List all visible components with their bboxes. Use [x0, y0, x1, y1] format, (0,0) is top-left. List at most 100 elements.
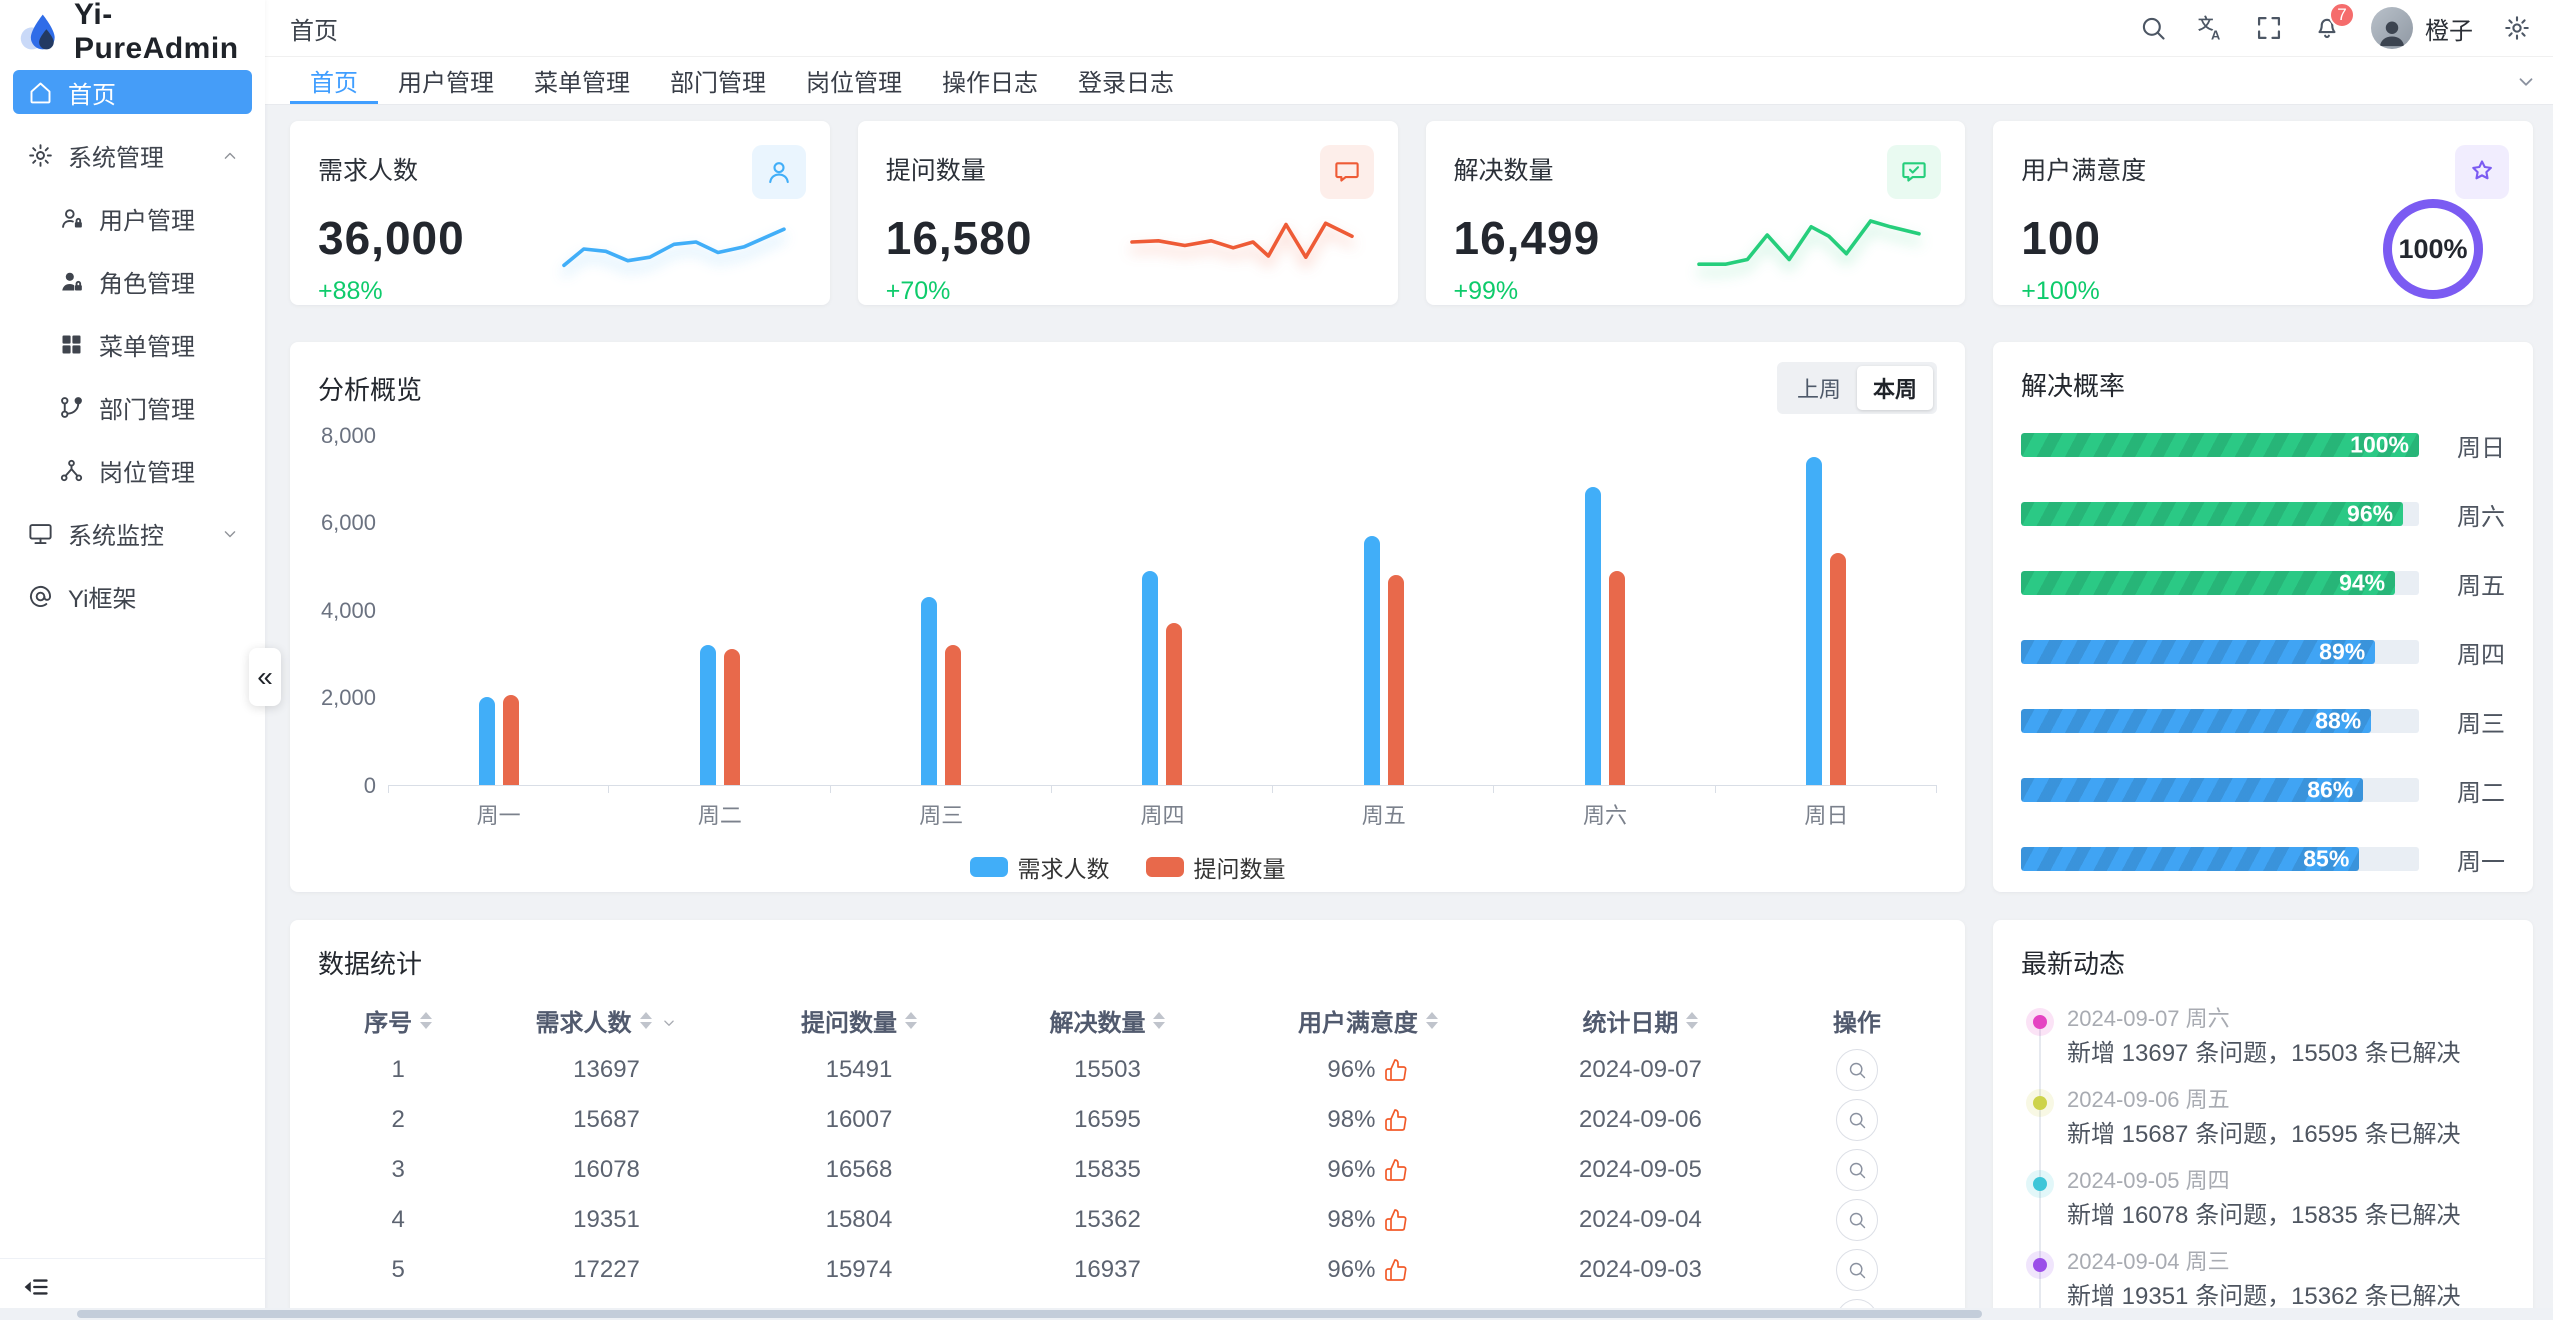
- menu-fold-icon[interactable]: [22, 1273, 50, 1301]
- tab-4[interactable]: 岗位管理: [806, 70, 902, 97]
- sidebar-item-label: 用户管理: [99, 207, 195, 235]
- sort-carets-icon[interactable]: [420, 1011, 433, 1029]
- satisfaction-value: 98%: [1327, 1206, 1376, 1233]
- progress-day-label: 周六: [2457, 503, 2505, 531]
- toggle-this-week[interactable]: 本周: [1856, 366, 1933, 410]
- progress-fill: 89%: [2021, 640, 2376, 664]
- tab-2[interactable]: 菜单管理: [534, 70, 630, 97]
- sidebar-item-monitor[interactable]: 系统监控: [13, 511, 252, 555]
- y-tick-label: 0: [363, 773, 376, 798]
- cell-require: 15687: [573, 1106, 640, 1133]
- stat-card-title: 解决数量: [1453, 157, 1554, 185]
- cell-question: 16568: [825, 1156, 893, 1183]
- tab-6[interactable]: 登录日志: [1078, 70, 1174, 97]
- tab-5[interactable]: 操作日志: [942, 70, 1038, 97]
- row-view-button[interactable]: [1835, 1149, 1878, 1191]
- row-view-button[interactable]: [1835, 1099, 1878, 1141]
- sidebar-collapse-button[interactable]: «: [249, 648, 281, 706]
- header-label: 统计日期: [1582, 1009, 1679, 1037]
- table-header-1[interactable]: 需求人数: [478, 1003, 734, 1038]
- magnifier-icon: [1847, 1160, 1867, 1180]
- cell-satisfaction: 96%: [1232, 1056, 1505, 1084]
- table-header-row: 序号 需求人数 提问数量 解决数量 用户满意度 统计日期 操作: [318, 995, 1937, 1045]
- horizontal-scrollbar-thumb[interactable]: [77, 1310, 1982, 1318]
- double-arrow-left-icon: «: [257, 661, 273, 692]
- timeline-item: 2024-09-05 周四 新增 16078 条问题，15835 条已解决: [2033, 1169, 2505, 1231]
- svg-text:A: A: [2211, 28, 2220, 42]
- solve-bars: 100% 周日 96% 周六 94% 周五: [2021, 433, 2505, 876]
- y-tick-label: 2,000: [320, 685, 376, 710]
- cell-resolve: 16595: [1074, 1106, 1141, 1133]
- sidebar-menu: 首页 系统管理 用户管理 角色管理 菜单管理 部门管理 岗位管理 系统监控 Yi…: [0, 64, 265, 618]
- table-header-5[interactable]: 统计日期: [1504, 1003, 1777, 1038]
- sidebar-item-menu[interactable]: 菜单管理: [13, 322, 252, 366]
- table-header-4[interactable]: 用户满意度: [1232, 1003, 1505, 1038]
- stat-cards-row: 需求人数 36,000 +88% 提问数量 16,580 +70% 解决数量 1…: [290, 121, 2533, 305]
- toggle-last-week[interactable]: 上周: [1796, 377, 1841, 402]
- progress-track: 89%: [2021, 640, 2419, 664]
- bell-icon[interactable]: 7: [2313, 2, 2355, 42]
- cell-resolve: 15835: [1074, 1156, 1141, 1183]
- cell-require: 17227: [573, 1256, 640, 1283]
- data-table-card: 数据统计 序号 需求人数 提问数量 解决数量 用户满意度 统计日期 操作 1 13697 1…: [290, 920, 1965, 1320]
- table-header-2[interactable]: 提问数量: [735, 1003, 983, 1038]
- legend-swatch: [969, 857, 1008, 877]
- search-icon[interactable]: [2139, 14, 2167, 42]
- timeline-text: 新增 19351 条问题，15362 条已解决: [2067, 1283, 2461, 1310]
- gear-icon[interactable]: [2503, 14, 2531, 42]
- row-view-button[interactable]: [1835, 1249, 1878, 1291]
- bar-提问数量-周二: [723, 649, 740, 785]
- sort-carets-icon[interactable]: [1153, 1011, 1166, 1029]
- legend-item[interactable]: 需求人数: [969, 850, 1110, 884]
- department-icon: [58, 394, 85, 421]
- sidebar-item-role[interactable]: 角色管理: [13, 259, 252, 303]
- tab-0[interactable]: 首页: [290, 57, 378, 104]
- chart-head: 分析概览 上周 本周: [318, 362, 1937, 414]
- bar-需求人数-周二: [699, 645, 716, 785]
- sort-carets-icon[interactable]: [1686, 1011, 1699, 1029]
- table-header-6: 操作: [1777, 1003, 1937, 1038]
- thumb-up-icon: [1384, 1058, 1408, 1082]
- progress-percent: 94%: [2339, 571, 2386, 595]
- chevron-down-icon[interactable]: [2515, 71, 2537, 93]
- legend-item[interactable]: 提问数量: [1145, 850, 1286, 884]
- satisfaction-value: 98%: [1327, 1106, 1376, 1133]
- tab-1[interactable]: 用户管理: [398, 70, 494, 97]
- chevron-down-icon[interactable]: [660, 1011, 678, 1029]
- stat-card-value: 100: [2021, 212, 2101, 264]
- timeline-dot: [2033, 1258, 2047, 1272]
- sidebar-item-department[interactable]: 部门管理: [13, 385, 252, 429]
- sidebar-item-post[interactable]: 岗位管理: [13, 448, 252, 492]
- bar-提问数量-周五: [1387, 575, 1404, 785]
- bar-group: [609, 436, 831, 793]
- tabbar: 首页 用户管理 菜单管理 部门管理 岗位管理 操作日志 登录日志: [265, 57, 2553, 105]
- sort-carets-icon[interactable]: [904, 1011, 917, 1029]
- sort-carets-icon[interactable]: [639, 1011, 652, 1029]
- cell-date: 2024-09-04: [1579, 1206, 1702, 1233]
- sidebar-item-framework[interactable]: Yi框架: [13, 574, 252, 618]
- sidebar-item-home[interactable]: 首页: [13, 70, 252, 114]
- row-view-button[interactable]: [1835, 1199, 1878, 1241]
- timeline-date: 2024-09-07 周六: [2067, 1006, 2230, 1031]
- row-view-button[interactable]: [1835, 1049, 1878, 1091]
- bar-提问数量-周一: [502, 695, 519, 785]
- sidebar-item-label: 首页: [68, 81, 116, 109]
- logo-row[interactable]: Yi-PureAdmin: [0, 0, 265, 65]
- app-title: Yi-PureAdmin: [74, 0, 239, 65]
- tab-3[interactable]: 部门管理: [670, 70, 766, 97]
- table-header-0[interactable]: 序号: [318, 1003, 478, 1038]
- timeline-item: 2024-09-07 周六 新增 13697 条问题，15503 条已解决: [2033, 1006, 2505, 1069]
- overview-title: 分析概览: [318, 374, 423, 405]
- sidebar-item-system[interactable]: 系统管理: [13, 133, 252, 177]
- user-menu[interactable]: 橙子: [2371, 7, 2473, 49]
- y-tick-label: 6,000: [320, 510, 376, 535]
- progress-day-label: 周四: [2457, 641, 2505, 669]
- message-icon: [1319, 145, 1374, 199]
- sort-carets-icon[interactable]: [1425, 1011, 1438, 1029]
- table-header-3[interactable]: 解决数量: [983, 1003, 1231, 1038]
- sidebar-item-user[interactable]: 用户管理: [13, 196, 252, 240]
- fullscreen-icon[interactable]: [2255, 14, 2283, 42]
